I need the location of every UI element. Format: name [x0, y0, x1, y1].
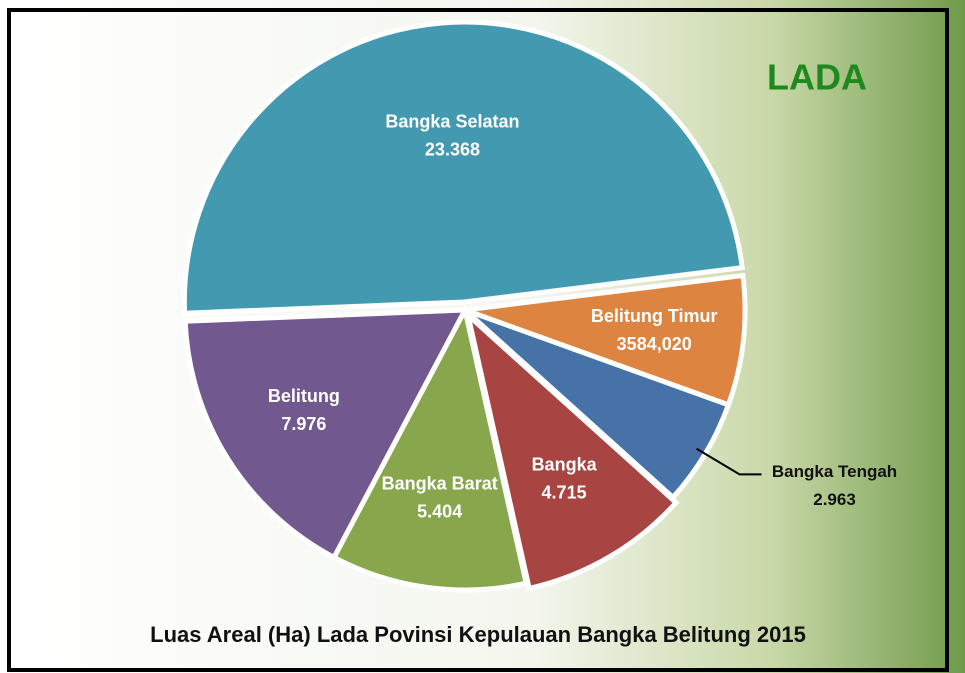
value-label: 3584,020	[617, 334, 692, 354]
slice-label: Bangka Barat	[382, 473, 498, 493]
slice-label: Bangka	[532, 454, 598, 474]
chart-subtitle: LADA	[767, 57, 867, 98]
value-label: 2.963	[813, 490, 856, 509]
value-label: 7.976	[281, 414, 326, 434]
chart-title: Luas Areal (Ha) Lada Povinsi Kepulauan B…	[150, 622, 806, 647]
value-label: 23.368	[425, 140, 480, 160]
slice-label: Belitung Timur	[591, 306, 718, 326]
value-label: 5.404	[417, 501, 462, 521]
value-label: 4.715	[542, 482, 587, 502]
slice-label: Bangka Selatan	[385, 112, 519, 132]
slice-label: Bangka Tengah	[772, 462, 897, 481]
chart: LADA Luas Areal (Ha) Lada Povinsi Kepula…	[0, 0, 965, 673]
slice-label: Belitung	[268, 386, 340, 406]
